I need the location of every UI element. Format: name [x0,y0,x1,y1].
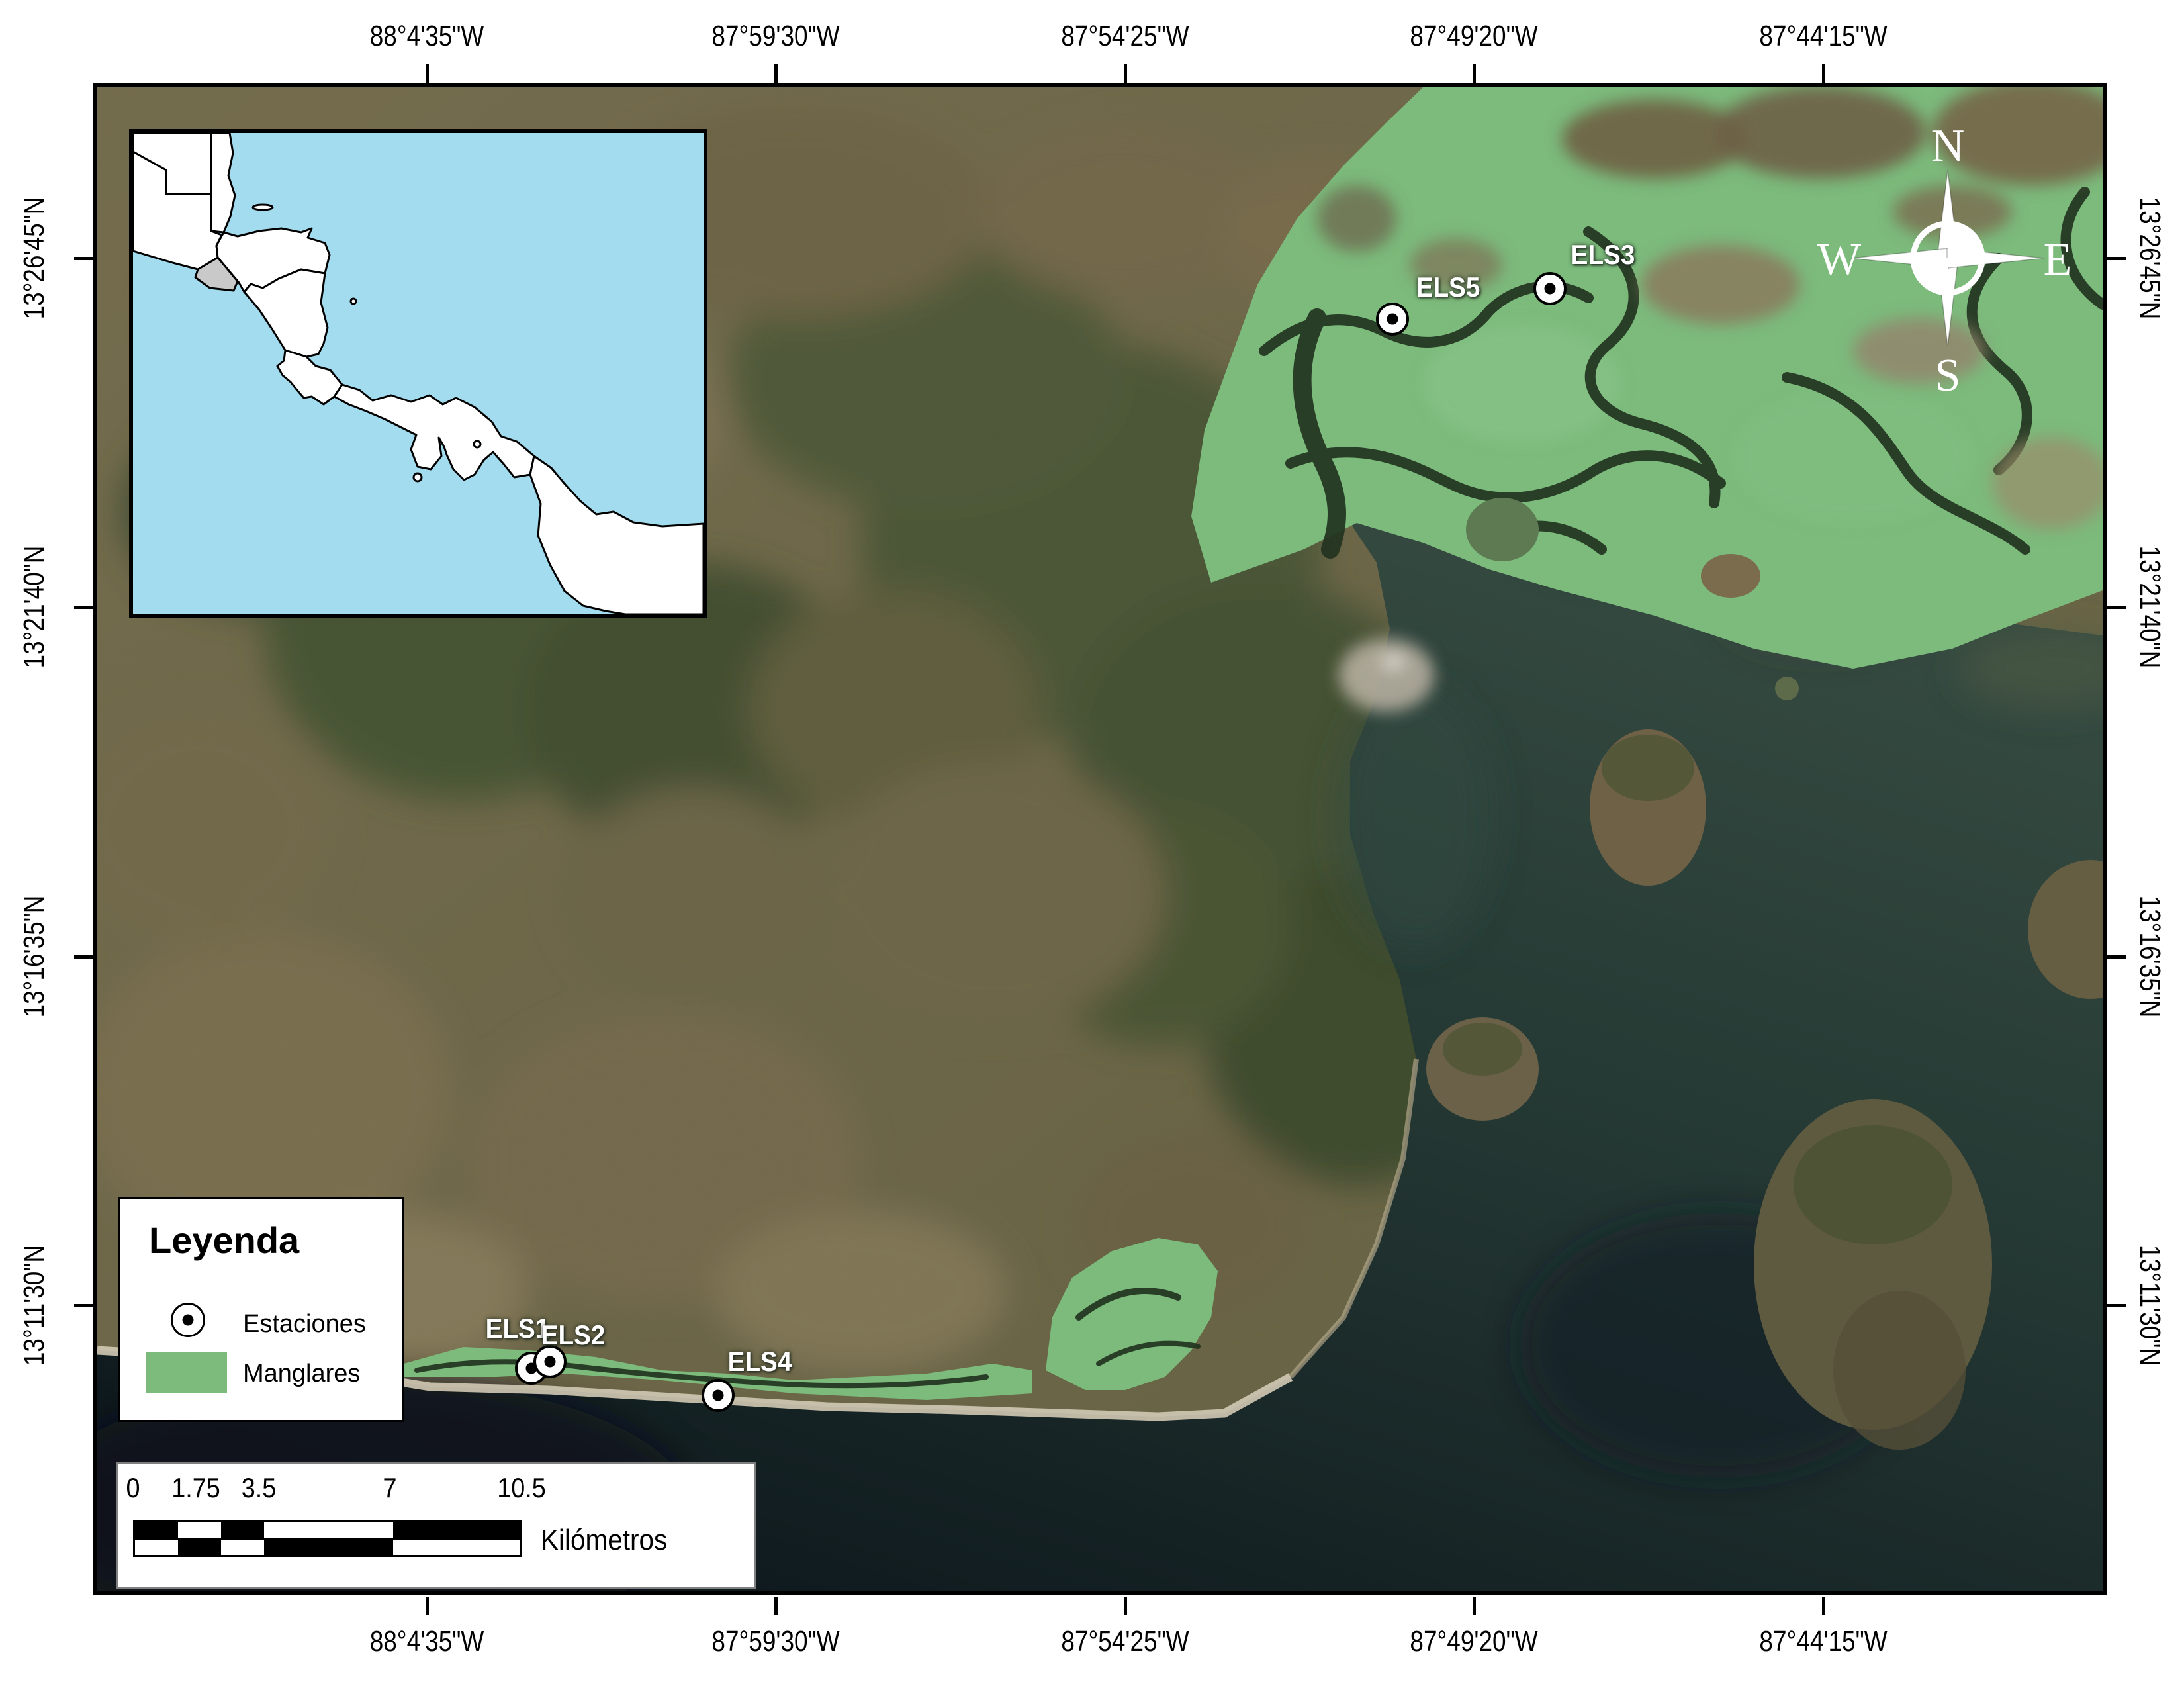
inset-country-belize [210,133,236,234]
inset-country-colombia [529,455,704,614]
station-point-icon [171,1303,205,1337]
scale-segment [221,1538,264,1555]
lon-label-top: 87°59'30"W [711,20,840,52]
lon-tick-bottom [1124,1597,1127,1615]
inset-country-nicaragua [243,268,329,358]
lon-tick-bottom [1822,1597,1825,1615]
lon-tick-bottom [774,1597,778,1615]
inset-locator-map [129,129,707,618]
scale-number-10-5: 10.5 [497,1472,546,1503]
lat-tick-right [2107,955,2126,959]
station-label-els3: ELS3 [1570,239,1635,270]
scale-segment [393,1538,520,1555]
lat-label-left: 13°16'35"N [18,895,50,1018]
compass-letter-n: N [1931,120,1965,171]
scale-number-7: 7 [383,1472,397,1503]
lat-label-left: 13°21'40"N [18,545,50,669]
lat-label-right: 13°16'35"N [2134,895,2166,1018]
lon-label-bottom: 88°4'35"W [369,1625,484,1658]
compass-letter-w: W [1817,234,1861,285]
lon-label-top: 87°44'15"W [1759,20,1888,52]
lon-label-bottom: 87°44'15"W [1759,1625,1888,1658]
lat-label-right: 13°26'45"N [2134,197,2166,320]
scale-bar-box: 0 1.75 3.5 7 10.5 Kilómetros [116,1462,756,1589]
station-marker-els2 [533,1345,567,1378]
mangrove-estuary-north [1191,87,2103,669]
station-label-els1: ELS1 [485,1313,550,1344]
compass-letter-e: E [2044,234,2072,285]
scale-segment [264,1538,393,1555]
lon-tick-bottom [1473,1597,1476,1615]
scale-segment [135,1538,178,1555]
inset-country-el-salvador [194,256,239,292]
scale-segment [221,1522,264,1538]
scale-bar-midline [135,1538,520,1540]
lon-label-bottom: 87°54'25"W [1061,1625,1189,1658]
lat-tick-left [74,1304,93,1307]
lat-tick-left [74,257,93,260]
scale-segment [135,1522,178,1538]
lon-tick-top [774,64,778,83]
inset-island [412,472,423,483]
lat-label-right: 13°21'40"N [2134,545,2166,669]
islands [1426,498,2103,1450]
station-marker-els5 [1376,303,1409,336]
scale-unit-label: Kilómetros [541,1524,668,1556]
inset-country-panama [333,383,535,481]
lon-label-bottom: 87°59'30"W [711,1625,840,1658]
legend-title: Leyenda [149,1219,300,1261]
lon-tick-bottom [426,1597,429,1615]
lon-tick-top [1473,64,1476,83]
mangrove-estero-east [1046,1238,1218,1390]
mangrove-swatch-icon [146,1352,227,1393]
station-marker-els4 [702,1379,735,1412]
lon-label-top: 87°49'20"W [1410,20,1538,52]
lat-tick-left [74,606,93,609]
inset-island [251,203,274,211]
compass-quadrant-ne [1948,224,1982,258]
lon-tick-top [1124,64,1127,83]
inset-island [349,297,357,305]
legend-box: Leyenda Estaciones Manglares [118,1197,404,1422]
station-label-els4: ELS4 [727,1346,792,1377]
lat-label-left: 13°26'45"N [18,197,50,320]
scale-number-0: 0 [126,1472,140,1503]
scale-segment [178,1522,221,1538]
lat-label-left: 13°11'30"N [18,1244,50,1366]
station-label-els2: ELS2 [541,1319,606,1350]
station-marker-els3 [1533,272,1567,305]
lon-label-top: 87°54'25"W [1061,20,1189,52]
legend-item-manglares: Manglares [243,1360,361,1387]
lat-tick-right [2107,1304,2126,1307]
lat-tick-right [2107,606,2126,609]
compass-quadrant-sw [1913,258,1948,293]
lon-tick-top [1822,64,1825,83]
lon-label-bottom: 87°49'20"W [1410,1625,1538,1658]
scale-segment [178,1538,221,1555]
scale-bar [133,1520,522,1557]
north-arrow-compass: N W E S [1817,120,2072,401]
mudflats [1317,87,2103,530]
station-label-els5: ELS5 [1416,271,1480,303]
lon-tick-top [426,64,429,83]
legend-item-estaciones: Estaciones [243,1310,366,1338]
scale-segment [264,1522,393,1538]
lat-tick-left [74,955,93,959]
scale-number-3-5: 3.5 [241,1472,277,1503]
lon-label-top: 88°4'35"W [369,20,484,52]
scale-segment [393,1522,520,1538]
town-area [1339,639,1434,712]
lat-label-right: 13°11'30"N [2134,1244,2166,1366]
scale-number-1-75: 1.75 [171,1472,220,1503]
compass-letter-s: S [1935,350,1961,401]
lat-tick-right [2107,257,2126,260]
inset-country-costa-rica [276,349,343,406]
inset-island [473,440,482,449]
